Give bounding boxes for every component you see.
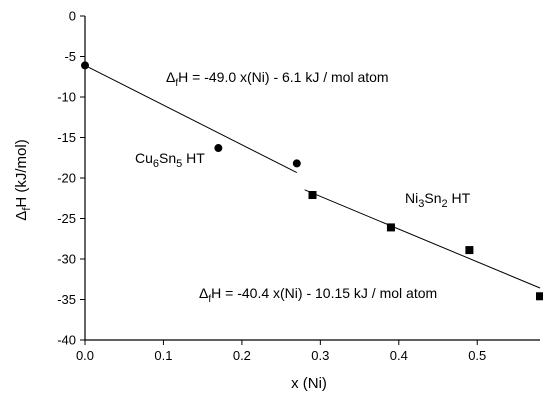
y-tick-label: -15 [57,130,76,145]
y-tick-label: 0 [69,9,76,24]
y-axis-title: ΔfH (kJ/mol) [13,139,33,220]
y-tick-label: -35 [57,292,76,307]
x-tick-label: 0.2 [233,348,251,363]
data-point-square [465,246,474,255]
equation-cu6sn5: ΔfH = -49.0 x(Ni) - 6.1 kJ / mol atom [166,69,389,89]
data-point-square [536,292,543,301]
fit-lines [84,64,541,289]
data-point-circle [292,159,301,168]
equation-ni3sn2: ΔfH = -40.4 x(Ni) - 10.15 kJ / mol atom [199,285,437,305]
y-tick-label: -40 [57,333,76,348]
data-point-square [308,191,317,200]
x-tick-label: 0.1 [154,348,172,363]
x-tick-label: 0.3 [311,348,329,363]
y-tick-label: -25 [57,211,76,226]
fit-line-cu6sn5 [84,64,298,174]
x-tick-label: 0.5 [468,348,486,363]
x-tick-label: 0.4 [390,348,408,363]
y-tick-label: -20 [57,171,76,186]
data-points [81,61,543,301]
y-tick-label: -10 [57,90,76,105]
label-ni3sn2-ht: Ni3Sn2 HT [405,190,471,210]
label-cu6sn5-ht: Cu6Sn5 HT [135,150,205,170]
y-tick-label: -30 [57,252,76,267]
data-point-circle [81,61,89,70]
fit-line-ni3sn2 [304,189,541,289]
axes: 0 -5 -10 -15 -20 -25 -30 -35 -400.0 0.1 0.2 0.3 0.4 0… [57,9,540,363]
data-point-square [386,223,395,232]
x-tick-label: 0.0 [76,348,94,363]
data-point-circle [214,144,223,153]
y-tick-label: -5 [64,49,76,64]
x-axis-title: x (Ni) [291,375,327,392]
